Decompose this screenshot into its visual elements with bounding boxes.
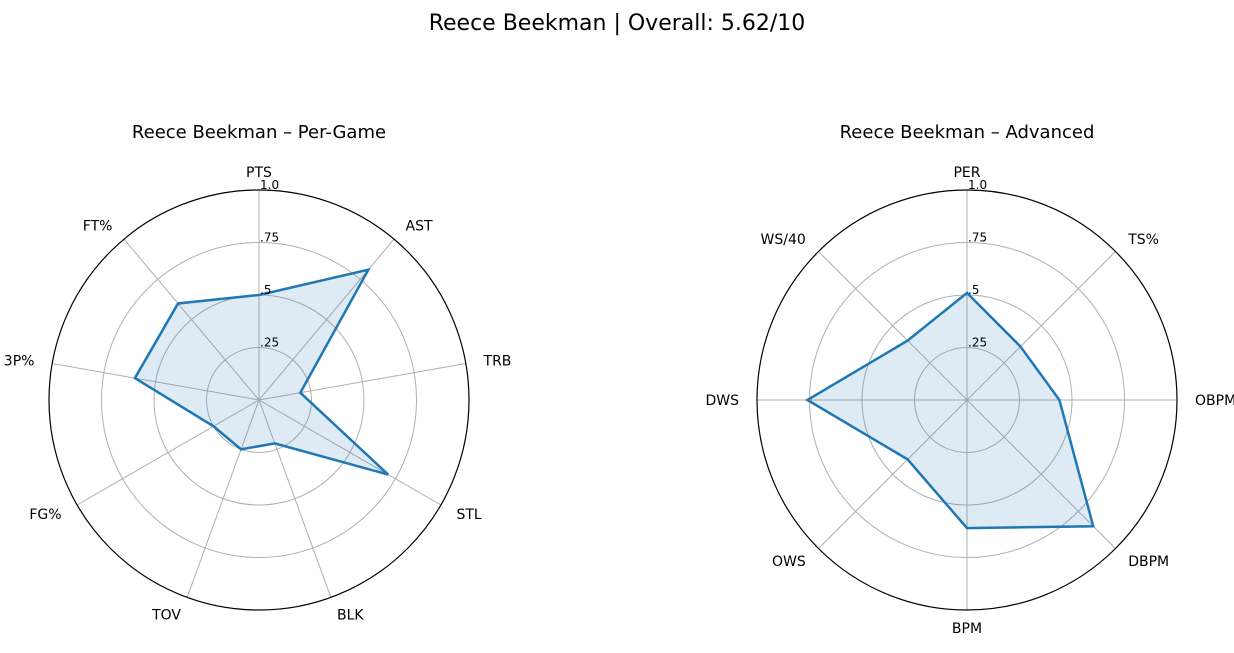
axis-label-tov: TOV	[151, 607, 181, 623]
axis-label-ft: FT%	[83, 218, 113, 234]
radial-tick-label: .75	[968, 231, 987, 245]
grid-ring	[914, 347, 1020, 453]
data-series-polygon	[133, 267, 389, 476]
axis-label-dws: DWS	[705, 393, 739, 409]
axis-label-fg: FG%	[29, 507, 61, 523]
axis-label-ws-40: WS/40	[761, 232, 806, 248]
axis-label-ast: AST	[406, 218, 433, 234]
radial-tick-label: 1.0	[260, 178, 279, 192]
axis-label-obpm: OBPM	[1195, 393, 1234, 409]
axis-label-ows: OWS	[772, 554, 806, 570]
outer-ring	[48, 189, 470, 611]
outer-ring	[756, 189, 1178, 611]
radial-tick-label: .5	[968, 283, 979, 297]
suptitle: Reece Beekman | Overall: 5.62/10	[429, 11, 806, 36]
radial-tick-label: .25	[260, 336, 279, 350]
chart-title: Reece Beekman – Advanced	[840, 122, 1095, 143]
data-series-polygon	[804, 291, 1095, 530]
axis-label-dbpm: DBPM	[1128, 554, 1169, 570]
axis-label-pts: PTS	[246, 165, 272, 181]
radial-tick-label: .75	[260, 231, 279, 245]
grid-ring	[206, 347, 312, 453]
axis-label-blk: BLK	[337, 607, 364, 623]
grid-ring	[101, 242, 417, 558]
axis-label-ts: TS%	[1127, 232, 1159, 248]
axis-label-trb: TRB	[483, 353, 512, 369]
grid-ring	[861, 294, 1073, 506]
chart-title: Reece Beekman – Per-Game	[132, 122, 386, 143]
axis-label-per: PER	[953, 165, 980, 181]
axis-label-3p: 3P%	[4, 353, 35, 369]
radial-tick-label: .25	[968, 336, 987, 350]
axis-label-bpm: BPM	[952, 621, 982, 637]
radial-tick-label: 1.0	[968, 178, 987, 192]
axis-label-stl: STL	[456, 507, 481, 523]
radial-tick-label: .5	[260, 283, 271, 297]
